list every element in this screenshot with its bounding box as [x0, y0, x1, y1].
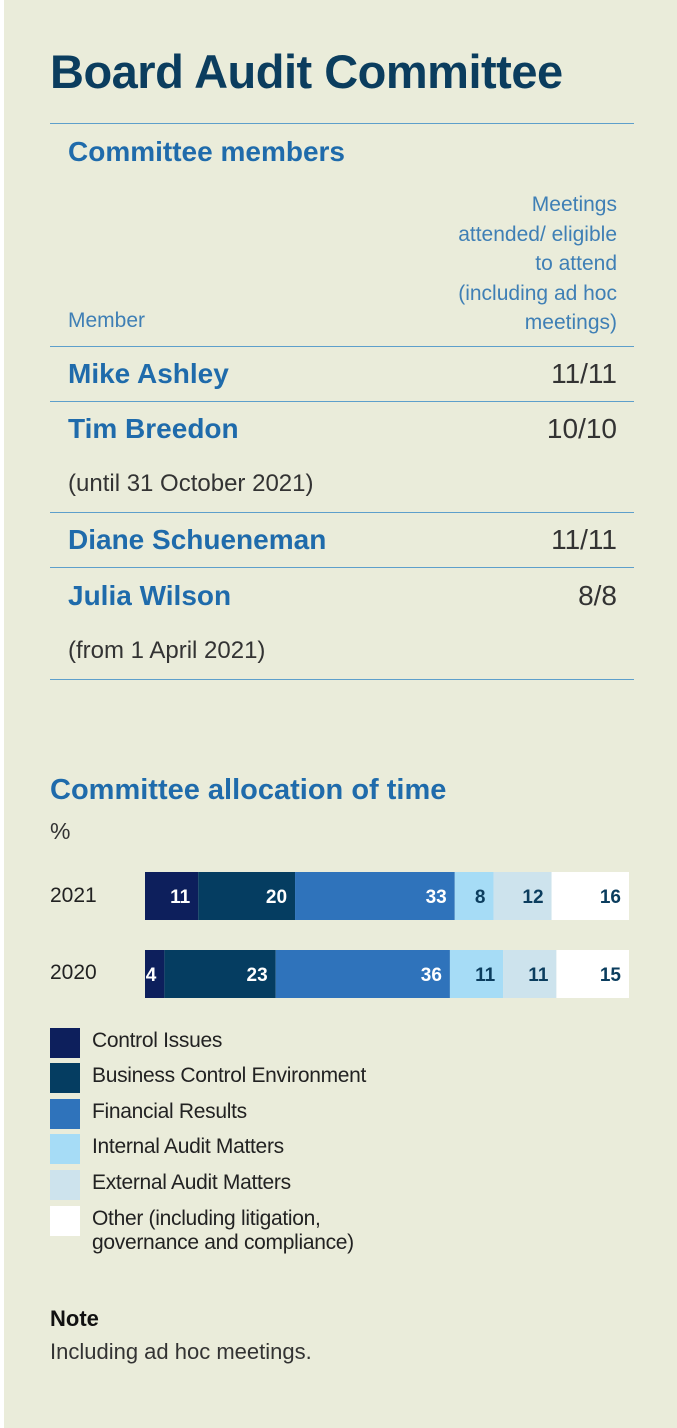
legend-label: Business Control Environment: [92, 1064, 367, 1087]
divider: [50, 512, 634, 513]
data-label-2020-1: 4: [146, 965, 157, 986]
bar-segment-2021-5: [493, 872, 552, 920]
data-label-2020-3: 36: [421, 965, 442, 986]
divider: [50, 123, 634, 124]
category-label-2020: 2020: [50, 961, 97, 984]
member-attendance: 8/8: [578, 580, 617, 611]
legend-swatch: [50, 1099, 80, 1129]
divider: [50, 401, 634, 402]
note-text: Including ad hoc meetings.: [50, 1339, 312, 1364]
bar-segment-2020-1: [145, 950, 165, 998]
bar-segment-2020-5: [503, 950, 557, 998]
bar-segment-2021-2: [198, 872, 296, 920]
legend-label: Internal Audit Matters: [92, 1135, 284, 1158]
bar-segment-2021-3: [295, 872, 455, 920]
data-label-2021-5: 12: [522, 887, 543, 908]
bar-segment-2020-6: [556, 950, 629, 998]
meetings-header-line: (including ad hoc: [458, 281, 617, 305]
category-label-2021: 2021: [50, 884, 97, 907]
legend-label: Other (including litigation, governance …: [92, 1207, 354, 1254]
meetings-column-header: Meetings attended/ eligible to attend (i…: [397, 190, 617, 338]
legend-label: External Audit Matters: [92, 1171, 291, 1194]
meetings-header-line: meetings): [524, 311, 617, 334]
content-panel: [4, 0, 677, 1428]
meetings-header-line: attended/ eligible: [458, 222, 617, 246]
data-label-2020-6: 15: [600, 965, 622, 986]
member-tenure-note: (from 1 April 2021): [68, 637, 266, 664]
committee-members-heading: Committee members: [68, 136, 345, 167]
member-tenure-note: (until 31 October 2021): [68, 470, 314, 497]
meetings-header-line: Meetings: [531, 193, 617, 216]
legend-label: Control Issues: [92, 1029, 223, 1052]
member-name: Diane Schueneman: [68, 524, 327, 555]
bar-segment-2021-1: [145, 872, 199, 920]
member-attendance: 10/10: [546, 413, 617, 444]
bar-segment-2020-4: [449, 950, 504, 998]
meetings-header-line: to attend: [535, 252, 617, 275]
chart-title: Committee allocation of time: [50, 774, 447, 806]
member-attendance: 11/11: [551, 358, 617, 389]
member-name: Julia Wilson: [68, 580, 232, 611]
data-label-2020-5: 11: [528, 965, 549, 986]
chart-unit-label: %: [50, 818, 71, 844]
bar-segment-2020-3: [275, 950, 450, 998]
data-label-2021-2: 20: [266, 887, 287, 908]
note-title: Note: [50, 1306, 99, 1331]
bar-segment-2020-2: [164, 950, 276, 998]
bar-segment-2021-6: [551, 872, 629, 920]
data-label-2020-2: 23: [247, 965, 268, 986]
legend-swatch: [50, 1206, 80, 1236]
member-attendance: 11/11: [551, 524, 617, 555]
divider: [50, 679, 634, 680]
member-name: Mike Ashley: [68, 358, 229, 389]
member-column-header: Member: [68, 309, 146, 332]
legend-swatch: [50, 1063, 80, 1093]
member-name: Tim Breedon: [68, 413, 239, 444]
data-label-2020-4: 11: [475, 965, 496, 986]
data-label-2021-6: 16: [600, 887, 621, 908]
divider: [50, 567, 634, 568]
legend-swatch: [50, 1028, 80, 1058]
data-label-2021-4: 8: [475, 887, 486, 908]
legend-swatch: [50, 1134, 80, 1164]
page-title: Board Audit Committee: [50, 45, 563, 98]
bar-segment-2021-4: [454, 872, 494, 920]
divider: [50, 346, 634, 347]
data-label-2021-1: 11: [170, 887, 191, 908]
legend-label: Financial Results: [92, 1100, 247, 1123]
data-label-2021-3: 33: [426, 887, 447, 908]
legend-swatch: [50, 1170, 80, 1200]
